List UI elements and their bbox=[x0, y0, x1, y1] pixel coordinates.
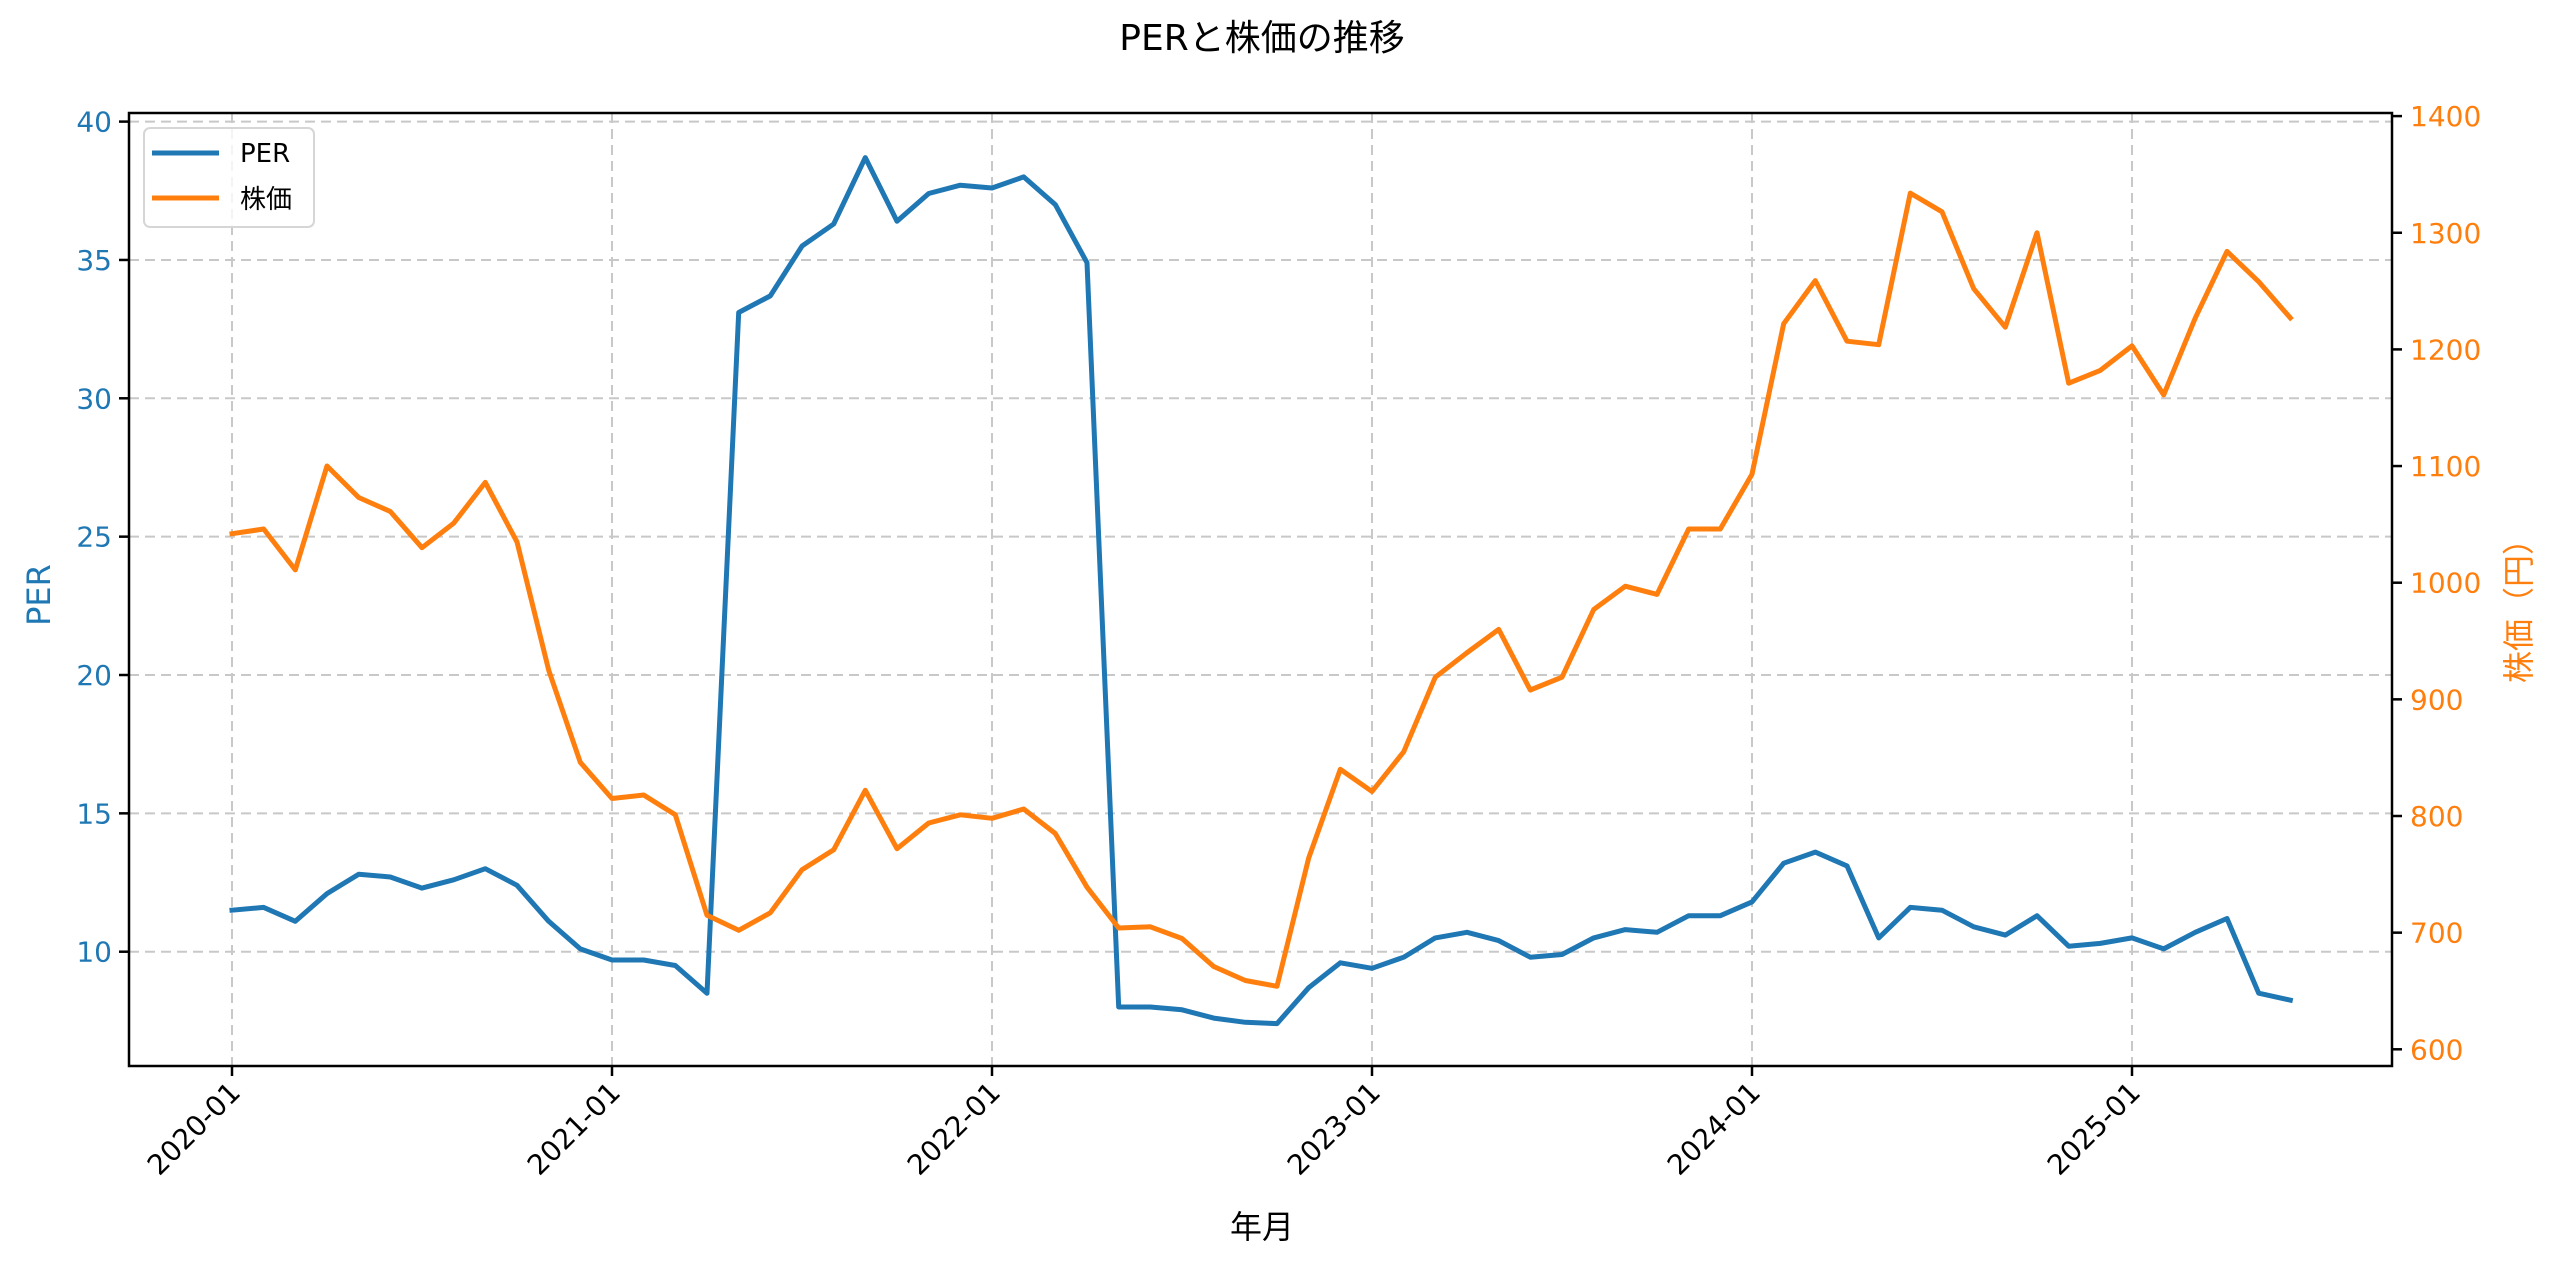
per-line bbox=[229, 155, 2294, 1027]
y-right-tick-label: 1100 bbox=[2410, 450, 2481, 483]
x-axis-label: 年月 bbox=[1230, 1208, 1294, 1246]
y-axis-right-label: 株価（円） bbox=[2500, 523, 2538, 683]
chart-title: PERと株価の推移 bbox=[1119, 18, 1404, 59]
y-left-tick-label: 15 bbox=[76, 797, 112, 830]
legend: PER 株価 bbox=[143, 127, 315, 228]
y-left-tick-label: 25 bbox=[76, 521, 112, 554]
legend-label-price: 株価 bbox=[240, 185, 292, 215]
y-right-tick-label: 1300 bbox=[2410, 217, 2481, 250]
y-left-tick-label: 35 bbox=[76, 244, 112, 277]
legend-label-per: PER bbox=[240, 139, 290, 169]
grid-lines bbox=[129, 113, 2392, 1066]
y-right-tick-label: 800 bbox=[2410, 800, 2463, 833]
y-left-tick-label: 30 bbox=[76, 382, 112, 415]
y-left-tick-label: 20 bbox=[76, 659, 112, 692]
y-axis-left-label: PER bbox=[20, 564, 58, 626]
y-right-tick-label: 700 bbox=[2410, 917, 2463, 950]
y-left-tick-label: 10 bbox=[76, 936, 112, 969]
y-right-tick-label: 1400 bbox=[2410, 100, 2481, 133]
y-right-tick-label: 900 bbox=[2410, 683, 2463, 716]
y-right-tick-label: 1200 bbox=[2410, 333, 2481, 366]
price-line bbox=[229, 190, 2294, 989]
axes-frame bbox=[127, 111, 2394, 1068]
y-right-tick-label: 600 bbox=[2410, 1033, 2463, 1066]
plot-area bbox=[229, 155, 2294, 1027]
y-axis-left: 10 15 20 25 30 35 40 bbox=[76, 106, 129, 969]
y-axis-right: 600 700 800 900 1000 1100 1200 1300 1400 bbox=[2392, 100, 2481, 1066]
y-right-tick-label: 1000 bbox=[2410, 567, 2481, 600]
y-left-tick-label: 40 bbox=[76, 106, 112, 139]
